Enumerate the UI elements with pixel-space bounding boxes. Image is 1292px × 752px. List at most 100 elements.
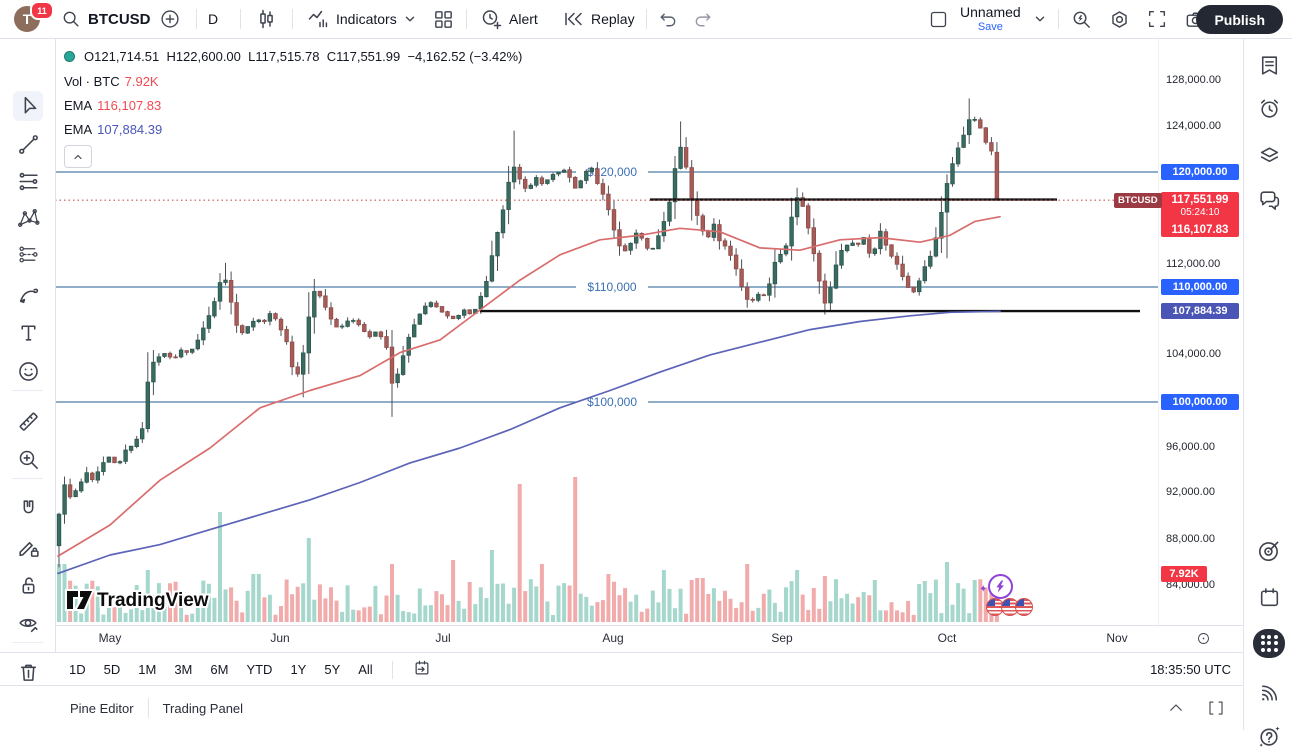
go-to-date-button[interactable] xyxy=(405,654,439,685)
fib-retracement-tool-button[interactable] xyxy=(13,166,43,196)
interval-button[interactable]: D xyxy=(208,0,218,38)
indicators-label: Indicators xyxy=(336,11,397,27)
object-tree-button[interactable] xyxy=(1253,138,1285,170)
ema-slow-row: EMA 107,884.39 xyxy=(64,122,162,137)
range-button-all[interactable]: All xyxy=(358,662,373,677)
smiley-icon xyxy=(18,361,38,381)
price-chart[interactable]: $120,000 $110,000 $100,000 xyxy=(55,38,1158,625)
interval-label: D xyxy=(208,11,219,27)
maximize-panel-icon[interactable] xyxy=(1207,699,1225,717)
last-price-value: 117,551.99 xyxy=(1171,194,1229,206)
save-layout-link[interactable]: Save xyxy=(977,21,1003,33)
price-tick: 88,000.00 xyxy=(1166,533,1215,545)
screener-button[interactable] xyxy=(1253,535,1285,567)
divider xyxy=(12,390,43,391)
brush-tool-button[interactable] xyxy=(13,279,43,309)
symbol-search-button[interactable]: BTCUSD xyxy=(60,0,151,38)
layout-square-icon xyxy=(930,11,947,27)
alert-label: Alert xyxy=(509,11,538,27)
alerts-panel-button[interactable] xyxy=(1253,92,1285,124)
layout-dropdown-button[interactable] xyxy=(1032,0,1048,38)
emoji-tool-button[interactable] xyxy=(13,356,43,386)
indicator-templates-button[interactable] xyxy=(432,0,455,38)
help-button[interactable] xyxy=(1253,720,1285,752)
price-tick: 112,000.00 xyxy=(1166,258,1221,270)
trend-line-tool-button[interactable] xyxy=(13,129,43,159)
month-label-may: May xyxy=(98,631,122,645)
event-lightning-icon[interactable] xyxy=(988,574,1013,599)
range-button-1y[interactable]: 1Y xyxy=(290,662,307,677)
month-label-sep: Sep xyxy=(771,631,793,645)
separator xyxy=(196,9,197,29)
magnet-tool-button[interactable] xyxy=(13,494,43,524)
time-axis[interactable]: May Jun Jul Aug Sep Oct Nov xyxy=(55,625,1243,653)
separator xyxy=(391,660,393,679)
range-button-6m[interactable]: 6M xyxy=(210,662,229,677)
layout-button[interactable] xyxy=(928,0,949,38)
alert-clock-icon xyxy=(482,10,502,30)
series-status-dot xyxy=(64,51,75,62)
settings-button[interactable] xyxy=(1108,0,1131,38)
projection-tool-button[interactable] xyxy=(13,240,43,270)
volume-label: Vol · BTC xyxy=(64,74,120,89)
sparkle-icon: ✦ xyxy=(979,584,988,595)
tab-pine-editor[interactable]: Pine Editor xyxy=(70,700,134,716)
price-level-badge: 120,000.00 xyxy=(1161,164,1239,180)
range-button-ytd[interactable]: YTD xyxy=(246,662,273,677)
layout-name-button[interactable]: Unnamed Save xyxy=(960,0,1021,38)
cursor-tool-button[interactable] xyxy=(13,91,43,121)
expand-panel-icon[interactable] xyxy=(1167,699,1185,717)
alert-button[interactable]: Alert xyxy=(479,0,538,38)
legend-collapse-button[interactable] xyxy=(64,145,92,168)
quick-search-button[interactable] xyxy=(1070,0,1093,38)
brush-icon xyxy=(19,288,38,303)
compare-add-button[interactable] xyxy=(159,0,181,38)
range-button-1d[interactable]: 1D xyxy=(69,662,86,677)
range-button-5y[interactable]: 5Y xyxy=(324,662,341,677)
time-axis-settings-icon[interactable] xyxy=(1196,631,1211,651)
replay-button[interactable]: Replay xyxy=(561,0,635,38)
measure-tool-button[interactable] xyxy=(13,406,43,436)
month-label-nov: Nov xyxy=(1106,631,1128,645)
range-button-5d[interactable]: 5D xyxy=(103,662,121,677)
open-value: 121,714.51 xyxy=(94,49,160,64)
remove-drawings-button[interactable] xyxy=(13,657,43,687)
separator xyxy=(646,9,647,29)
watchlist-icon xyxy=(1261,55,1277,75)
calendar-icon xyxy=(1260,587,1278,606)
apps-button[interactable] xyxy=(1253,627,1285,659)
economic-event-flag-icon[interactable] xyxy=(1015,598,1033,616)
calendar-button[interactable] xyxy=(1253,581,1285,613)
ideas-chat-button[interactable] xyxy=(1253,184,1285,216)
xabcd-pattern-icon xyxy=(17,208,40,227)
range-button-3m[interactable]: 3M xyxy=(174,662,193,677)
ema-fast-label: EMA xyxy=(64,98,93,113)
undo-button[interactable] xyxy=(656,0,679,38)
quick-search-icon xyxy=(1073,11,1090,28)
templates-grid-icon xyxy=(435,10,452,28)
zoom-in-tool-button[interactable] xyxy=(13,444,43,474)
range-button-1m[interactable]: 1M xyxy=(138,662,157,677)
redo-button[interactable] xyxy=(692,0,715,38)
indicators-icon xyxy=(308,10,328,28)
cursor-icon xyxy=(24,96,36,114)
indicators-button[interactable]: Indicators xyxy=(306,0,397,38)
text-tool-button[interactable] xyxy=(13,317,43,347)
publish-button[interactable]: Publish xyxy=(1196,5,1283,34)
pattern-tool-button[interactable] xyxy=(13,203,43,233)
chart-style-button[interactable] xyxy=(254,0,278,38)
divider xyxy=(12,642,43,643)
svg-text:$100,000: $100,000 xyxy=(587,395,637,409)
lock-drawings-button[interactable] xyxy=(13,570,43,600)
clock[interactable]: 18:35:50 UTC xyxy=(1150,662,1231,677)
drawing-mode-button[interactable] xyxy=(13,532,43,562)
hide-drawings-button[interactable] xyxy=(13,608,43,638)
price-axis[interactable]: 128,000.00 124,000.00 112,000.00 104,000.00… xyxy=(1158,38,1244,625)
data-window-button[interactable] xyxy=(1253,676,1285,708)
replay-label: Replay xyxy=(591,11,635,27)
watchlist-button[interactable] xyxy=(1253,49,1285,81)
fullscreen-button[interactable] xyxy=(1146,0,1168,38)
tab-trading-panel[interactable]: Trading Panel xyxy=(162,700,244,716)
indicators-dropdown-button[interactable] xyxy=(402,0,418,38)
bottom-panel: Pine Editor Trading Panel xyxy=(0,685,1243,731)
